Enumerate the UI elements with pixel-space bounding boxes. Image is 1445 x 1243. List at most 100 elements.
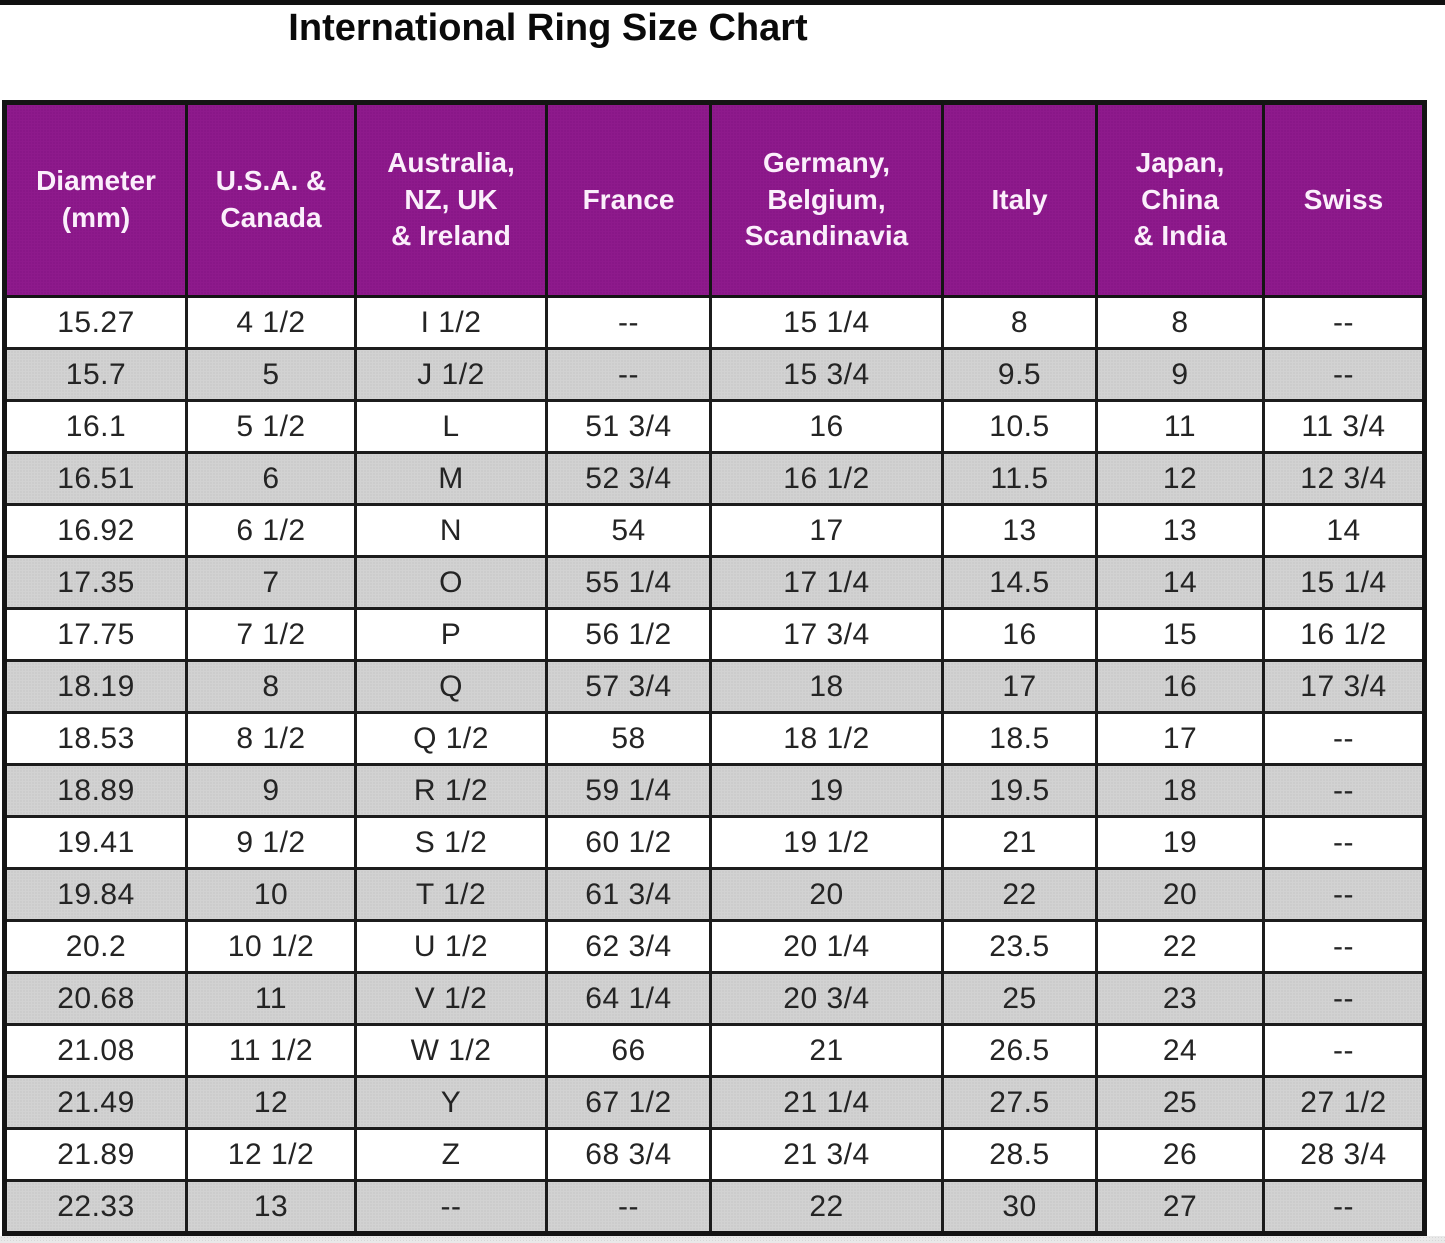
cell: 21 xyxy=(941,815,1098,870)
column-header: Italy xyxy=(941,101,1098,298)
cell: 52 3/4 xyxy=(545,451,712,506)
cell: 11.5 xyxy=(941,451,1098,506)
cell: 17.35 xyxy=(3,555,188,610)
cell: -- xyxy=(545,347,712,402)
cell: 20 1/4 xyxy=(709,919,944,974)
table-row: 18.19 8 Q 57 3/4 18 17 16 17 3/4 xyxy=(3,659,1426,714)
cell: 15.27 xyxy=(3,295,188,350)
cell: N xyxy=(354,503,548,558)
cell: 18.19 xyxy=(3,659,188,714)
cell: 12 1/2 xyxy=(185,1127,357,1182)
cell: -- xyxy=(1262,1023,1426,1078)
cell: 58 xyxy=(545,711,712,766)
cell: 26.5 xyxy=(941,1023,1098,1078)
cell: 11 3/4 xyxy=(1262,399,1426,454)
cell: 21.08 xyxy=(3,1023,188,1078)
cell: 16 xyxy=(1095,659,1265,714)
cell: 61 3/4 xyxy=(545,867,712,922)
cell: -- xyxy=(545,1179,712,1235)
table-row: 19.84 10 T 1/2 61 3/4 20 22 20 -- xyxy=(3,867,1426,922)
table-body: 15.27 4 1/2 I 1/2 -- 15 1/4 8 8 -- 15.7 5 J 1/2 -- 1… xyxy=(3,295,1426,1235)
cell: L xyxy=(354,399,548,454)
cell: 67 1/2 xyxy=(545,1075,712,1130)
cell: 55 1/4 xyxy=(545,555,712,610)
cell: 62 3/4 xyxy=(545,919,712,974)
ring-size-table: Diameter (mm) U.S.A. & Canada Australia, N… xyxy=(2,100,1427,1236)
cell: 22 xyxy=(709,1179,944,1235)
cell: 66 xyxy=(545,1023,712,1078)
cell: 60 1/2 xyxy=(545,815,712,870)
table-row: 16.92 6 1/2 N 54 17 13 13 14 xyxy=(3,503,1426,558)
cell: 22 xyxy=(1095,919,1265,974)
cell: 7 1/2 xyxy=(185,607,357,662)
cell: 12 3/4 xyxy=(1262,451,1426,506)
cell: 20.2 xyxy=(3,919,188,974)
cell: 15 xyxy=(1095,607,1265,662)
cell: 23.5 xyxy=(941,919,1098,974)
cell: 20.68 xyxy=(3,971,188,1026)
cell: 9 1/2 xyxy=(185,815,357,870)
cell: 18 xyxy=(709,659,944,714)
table-row: 22.33 13 -- -- 22 30 27 -- xyxy=(3,1179,1426,1235)
cell: 15 1/4 xyxy=(709,295,944,350)
cell: 21 3/4 xyxy=(709,1127,944,1182)
cell: 17 xyxy=(941,659,1098,714)
cell: Z xyxy=(354,1127,548,1182)
cell: -- xyxy=(1262,919,1426,974)
table-row: 20.2 10 1/2 U 1/2 62 3/4 20 1/4 23.5 22 -- xyxy=(3,919,1426,974)
page-title: International Ring Size Chart xyxy=(288,7,808,49)
table-row: 18.89 9 R 1/2 59 1/4 19 19.5 18 -- xyxy=(3,763,1426,818)
table-row: 18.53 8 1/2 Q 1/2 58 18 1/2 18.5 17 -- xyxy=(3,711,1426,766)
cell: 12 xyxy=(1095,451,1265,506)
cell: 19.5 xyxy=(941,763,1098,818)
cell: 21.49 xyxy=(3,1075,188,1130)
cell: 16.92 xyxy=(3,503,188,558)
cell: 25 xyxy=(1095,1075,1265,1130)
cell: 17 3/4 xyxy=(1262,659,1426,714)
cell: 12 xyxy=(185,1075,357,1130)
cell: 19.84 xyxy=(3,867,188,922)
cell: 11 xyxy=(1095,399,1265,454)
column-header: U.S.A. & Canada xyxy=(185,101,357,298)
cell: 21 xyxy=(709,1023,944,1078)
table-row: 19.41 9 1/2 S 1/2 60 1/2 19 1/2 21 19 -- xyxy=(3,815,1426,870)
cell: 23 xyxy=(1095,971,1265,1026)
cell: 22 xyxy=(941,867,1098,922)
cell: M xyxy=(354,451,548,506)
cell: 11 1/2 xyxy=(185,1023,357,1078)
table-row: 16.1 5 1/2 L 51 3/4 16 10.5 11 11 3/4 xyxy=(3,399,1426,454)
cell: 19 xyxy=(709,763,944,818)
cell: 8 xyxy=(1095,295,1265,350)
cell: 15 3/4 xyxy=(709,347,944,402)
cell: J 1/2 xyxy=(354,347,548,402)
cell: 16.51 xyxy=(3,451,188,506)
cell: -- xyxy=(545,295,712,350)
cell: -- xyxy=(1262,867,1426,922)
cell: 13 xyxy=(185,1179,357,1235)
cell: V 1/2 xyxy=(354,971,548,1026)
cell: 30 xyxy=(941,1179,1098,1235)
column-header: Australia, NZ, UK & Ireland xyxy=(354,101,548,298)
cell: -- xyxy=(1262,763,1426,818)
cell: 16.1 xyxy=(3,399,188,454)
cell: 28.5 xyxy=(941,1127,1098,1182)
cell: 17 1/4 xyxy=(709,555,944,610)
cell: R 1/2 xyxy=(354,763,548,818)
cell: 28 3/4 xyxy=(1262,1127,1426,1182)
table-row: 21.08 11 1/2 W 1/2 66 21 26.5 24 -- xyxy=(3,1023,1426,1078)
table-row: 17.75 7 1/2 P 56 1/2 17 3/4 16 15 16 1/2 xyxy=(3,607,1426,662)
cell: 21 1/4 xyxy=(709,1075,944,1130)
cell: 5 1/2 xyxy=(185,399,357,454)
cell: Q xyxy=(354,659,548,714)
cell: 64 1/4 xyxy=(545,971,712,1026)
cell: 9 xyxy=(185,763,357,818)
cell: 25 xyxy=(941,971,1098,1026)
cell: 59 1/4 xyxy=(545,763,712,818)
cell: -- xyxy=(1262,711,1426,766)
cell: Q 1/2 xyxy=(354,711,548,766)
table-row: 20.68 11 V 1/2 64 1/4 20 3/4 25 23 -- xyxy=(3,971,1426,1026)
cell: 10 1/2 xyxy=(185,919,357,974)
cell: 8 1/2 xyxy=(185,711,357,766)
cell: 56 1/2 xyxy=(545,607,712,662)
cell: W 1/2 xyxy=(354,1023,548,1078)
